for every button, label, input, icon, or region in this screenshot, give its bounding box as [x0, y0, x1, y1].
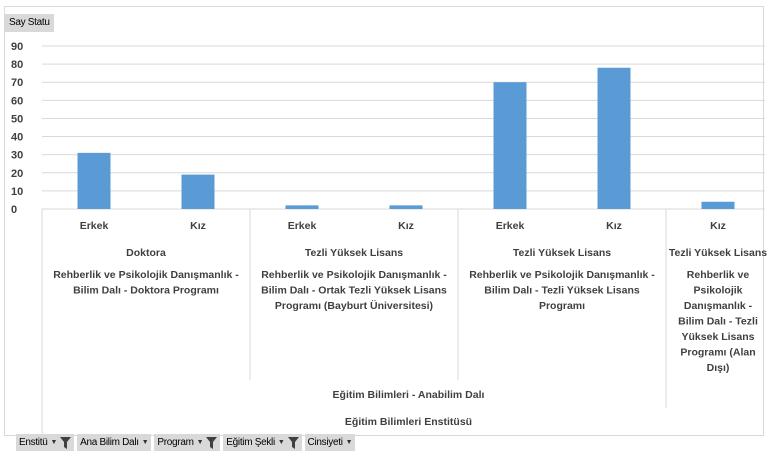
- group-label-department: Eğitim Bilimleri - Anabilim Dalı: [333, 389, 485, 401]
- group-label-program-type: Doktora: [126, 247, 166, 259]
- group-label-program-name: Rehberlik ve Psikolojik Danışmanlık -: [469, 269, 655, 281]
- value-field-button[interactable]: Say Statu: [5, 14, 54, 32]
- y-tick-label: 80: [11, 59, 23, 71]
- chart-frame: [4, 6, 764, 436]
- group-label-program-name: Programı: [539, 300, 585, 312]
- bar: [181, 174, 215, 209]
- chevron-down-icon: ▼: [141, 439, 149, 446]
- filter-label: Cinsiyeti: [307, 437, 343, 448]
- group-label-program-type: Tezli Yüksek Lisans: [669, 247, 767, 259]
- y-tick-label: 50: [11, 113, 23, 125]
- group-label-program-name: Bilim Dalı - Ortak Tezli Yüksek Lisans: [261, 285, 447, 297]
- y-tick-label: 70: [11, 77, 23, 89]
- bar: [493, 82, 527, 209]
- category-label: Kız: [710, 220, 726, 232]
- group-label-program-name: Danışmanlık -: [684, 300, 753, 312]
- y-tick-label: 40: [11, 132, 23, 144]
- filter-button[interactable]: Eğitim Şekli ▼: [223, 434, 302, 451]
- filter-label: Ana Bilim Dalı: [80, 437, 139, 448]
- group-label-program-name: Programı (Alan: [680, 347, 755, 359]
- filter-bar: Enstitü ▼ Ana Bilim Dalı ▼ Program ▼ Eğitim Şe…: [16, 434, 356, 452]
- group-label-program-name: Yüksek Lisans: [682, 331, 755, 343]
- category-label: Erkek: [288, 220, 317, 232]
- group-label-program-name: Programı (Bayburt Üniversitesi): [275, 299, 433, 312]
- group-label-program-name: Bilim Dalı - Tezli Yüksek Lisans: [484, 285, 640, 297]
- group-label-program-name: Psikolojik: [693, 285, 742, 297]
- group-label-program-name: Rehberlik ve: [687, 269, 750, 281]
- group-label-program-name: Rehberlik ve Psikolojik Danışmanlık -: [53, 269, 239, 281]
- category-label: Kız: [190, 220, 206, 232]
- bar: [701, 201, 735, 209]
- y-tick-label: 0: [11, 204, 17, 216]
- group-label-institute: Eğitim Bilimleri Enstitüsü: [345, 416, 472, 428]
- chevron-down-icon: ▼: [196, 439, 204, 446]
- filter-label: Program: [157, 437, 194, 448]
- chevron-down-icon: ▼: [345, 439, 353, 446]
- y-tick-label: 60: [11, 95, 23, 107]
- filter-button[interactable]: Program ▼: [154, 434, 221, 451]
- y-tick-label: 90: [11, 41, 23, 53]
- group-label-program-name: Bilim Dalı - Doktora Programı: [73, 285, 219, 297]
- group-label-program-type: Tezli Yüksek Lisans: [513, 247, 611, 259]
- filter-funnel-icon: [206, 436, 218, 449]
- filter-label: Eğitim Şekli: [226, 437, 275, 448]
- y-tick-label: 20: [11, 168, 23, 180]
- filter-button[interactable]: Enstitü ▼: [16, 434, 75, 451]
- filter-funnel-icon: [287, 436, 299, 449]
- bar: [285, 205, 319, 209]
- filter-button[interactable]: Cinsiyeti ▼: [304, 434, 356, 451]
- chevron-down-icon: ▼: [50, 439, 58, 446]
- group-label-program-name: Dışı): [707, 362, 730, 374]
- bar: [77, 152, 111, 209]
- filter-label: Enstitü: [19, 437, 48, 448]
- category-label: Kız: [398, 220, 414, 232]
- y-tick-label: 30: [11, 150, 23, 162]
- chevron-down-icon: ▼: [277, 439, 285, 446]
- bar: [597, 67, 631, 209]
- category-label: Kız: [606, 220, 622, 232]
- filter-funnel-icon: [60, 436, 72, 449]
- group-label-program-name: Rehberlik ve Psikolojik Danışmanlık -: [261, 269, 447, 281]
- category-label: Erkek: [496, 220, 525, 232]
- y-tick-label: 10: [11, 186, 23, 198]
- group-label-program-type: Tezli Yüksek Lisans: [305, 247, 403, 259]
- filter-button[interactable]: Ana Bilim Dalı ▼: [77, 434, 152, 451]
- category-label: Erkek: [80, 220, 109, 232]
- group-label-program-name: Bilim Dalı - Tezli: [678, 316, 758, 328]
- bar: [389, 205, 423, 209]
